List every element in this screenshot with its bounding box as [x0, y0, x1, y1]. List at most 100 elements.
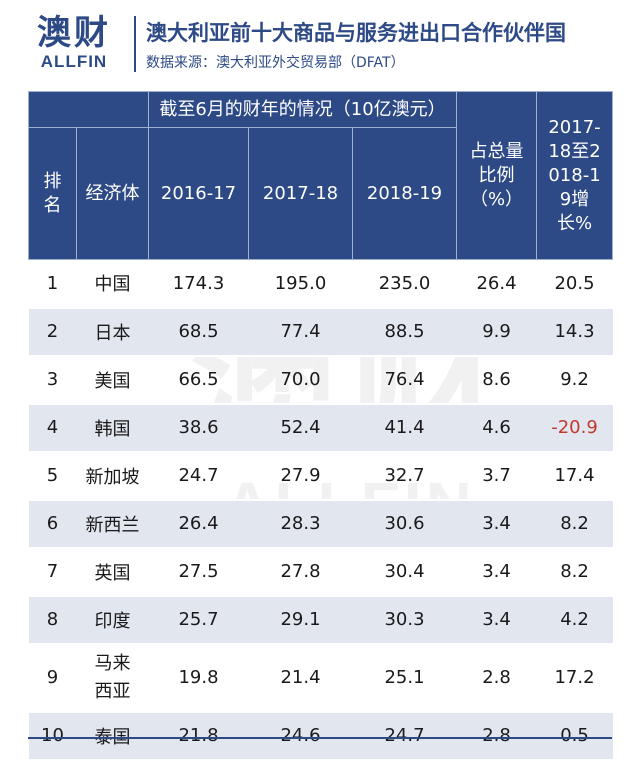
cell-growth: 20.5	[536, 259, 613, 309]
cell-y3: 24.7	[352, 711, 457, 761]
col-header-2018-19: 2018-19	[351, 127, 458, 260]
cell-share: 3.4	[456, 547, 537, 597]
cell-share: 26.4	[456, 259, 537, 309]
cell-share: 4.6	[456, 403, 537, 453]
cell-growth: -20.9	[536, 403, 613, 453]
cell-share: 9.9	[456, 307, 537, 357]
cell-share: 2.8	[456, 643, 537, 713]
cell-y3: 88.5	[352, 307, 457, 357]
cell-share: 3.7	[456, 451, 537, 501]
header-blank	[28, 91, 149, 128]
cell-y1: 66.5	[148, 355, 249, 405]
cell-y1: 174.3	[148, 259, 249, 309]
page-title: 澳大利亚前十大商品与服务进出口合作伙伴国	[146, 21, 566, 45]
table-row: 1 中国 174.3 195.0 235.0 26.4 20.5	[28, 259, 613, 309]
table-row: 3 美国 66.5 70.0 76.4 8.6 9.2	[28, 355, 613, 405]
trade-partners-table: 截至6月的财年的情况（10亿澳元） 占总量比例（%） 2017-18至2018-…	[28, 91, 614, 761]
cell-economy: 马来西亚	[76, 643, 149, 713]
cell-growth: 17.2	[536, 643, 613, 713]
cell-rank: 8	[28, 595, 77, 645]
col-header-2016-17: 2016-17	[148, 127, 249, 260]
header-divider	[134, 16, 136, 72]
table-row: 9 马来西亚 19.8 21.4 25.1 2.8 17.2	[28, 643, 613, 713]
col-header-rank: 排名	[28, 127, 77, 260]
cell-economy: 中国	[76, 259, 149, 309]
cell-growth: 17.4	[536, 451, 613, 501]
cell-rank: 9	[28, 643, 77, 713]
cell-y3: 25.1	[352, 643, 457, 713]
cell-y2: 27.9	[248, 451, 353, 501]
cell-share: 3.4	[456, 595, 537, 645]
cell-y3: 235.0	[352, 259, 457, 309]
cell-y2: 29.1	[248, 595, 353, 645]
cell-y2: 24.6	[248, 711, 353, 761]
table-row: 8 印度 25.7 29.1 30.3 3.4 4.2	[28, 595, 613, 645]
cell-rank: 4	[28, 403, 77, 453]
allfin-logo: 澳财 ALLFIN	[22, 14, 126, 76]
table-row: 2 日本 68.5 77.4 88.5 9.9 14.3	[28, 307, 613, 357]
cell-rank: 2	[28, 307, 77, 357]
cell-growth: 0.5	[536, 711, 613, 761]
cell-y3: 32.7	[352, 451, 457, 501]
cell-y2: 77.4	[248, 307, 353, 357]
cell-rank: 3	[28, 355, 77, 405]
cell-y2: 70.0	[248, 355, 353, 405]
cell-economy: 印度	[76, 595, 149, 645]
cell-y2: 28.3	[248, 499, 353, 549]
cell-economy: 日本	[76, 307, 149, 357]
col-header-rank-label: 排名	[43, 170, 62, 216]
cell-y3: 76.4	[352, 355, 457, 405]
table-row: 7 英国 27.5 27.8 30.4 3.4 8.2	[28, 547, 613, 597]
cell-y3: 30.6	[352, 499, 457, 549]
cell-y1: 26.4	[148, 499, 249, 549]
table-row: 5 新加坡 24.7 27.9 32.7 3.7 17.4	[28, 451, 613, 501]
cell-y2: 27.8	[248, 547, 353, 597]
col-header-share-label: 占总量比例（%）	[469, 140, 524, 210]
table-row: 10 泰国 21.8 24.6 24.7 2.8 0.5	[28, 711, 613, 761]
cell-y1: 68.5	[148, 307, 249, 357]
cell-growth: 9.2	[536, 355, 613, 405]
cell-y3: 30.4	[352, 547, 457, 597]
cell-economy: 新西兰	[76, 499, 149, 549]
col-header-growth-label: 2017-18至2018-19增长%	[548, 116, 601, 234]
logo-cn-text: 澳财	[37, 13, 111, 53]
cell-economy: 泰国	[76, 711, 149, 761]
cell-rank: 5	[28, 451, 77, 501]
cell-economy: 新加坡	[76, 451, 149, 501]
cell-rank: 7	[28, 547, 77, 597]
cell-y3: 41.4	[352, 403, 457, 453]
logo-en-text: ALLFIN	[40, 52, 108, 71]
cell-y1: 27.5	[148, 547, 249, 597]
cell-rank: 10	[28, 711, 77, 761]
col-header-share: 占总量比例（%）	[456, 91, 538, 260]
data-source: 数据来源：澳大利亚外交贸易部（DFAT）	[146, 55, 405, 71]
cell-y1: 25.7	[148, 595, 249, 645]
cell-y1: 24.7	[148, 451, 249, 501]
cell-y2: 195.0	[248, 259, 353, 309]
cell-share: 3.4	[456, 499, 537, 549]
col-header-growth: 2017-18至2018-19增长%	[536, 91, 614, 260]
cell-y3: 30.3	[352, 595, 457, 645]
col-header-economy: 经济体	[76, 127, 149, 260]
cell-share: 2.8	[456, 711, 537, 761]
cell-share: 8.6	[456, 355, 537, 405]
cell-economy: 韩国	[76, 403, 149, 453]
cell-growth: 4.2	[536, 595, 613, 645]
cell-rank: 6	[28, 499, 77, 549]
header: 澳财 ALLFIN 澳大利亚前十大商品与服务进出口合作伙伴国 数据来源：澳大利亚…	[0, 0, 640, 88]
cell-y1: 21.8	[148, 711, 249, 761]
cell-rank: 1	[28, 259, 77, 309]
col-header-2017-18: 2017-18	[248, 127, 353, 260]
cell-growth: 8.2	[536, 547, 613, 597]
cell-y2: 21.4	[248, 643, 353, 713]
cell-y1: 19.8	[148, 643, 249, 713]
cell-economy: 美国	[76, 355, 149, 405]
table-bottom-rule	[28, 737, 612, 739]
cell-y1: 38.6	[148, 403, 249, 453]
cell-economy: 英国	[76, 547, 149, 597]
cell-growth: 14.3	[536, 307, 613, 357]
cell-growth: 8.2	[536, 499, 613, 549]
table-row: 6 新西兰 26.4 28.3 30.6 3.4 8.2	[28, 499, 613, 549]
cell-y2: 52.4	[248, 403, 353, 453]
group-header: 截至6月的财年的情况（10亿澳元）	[147, 91, 458, 128]
